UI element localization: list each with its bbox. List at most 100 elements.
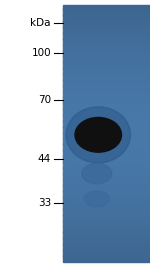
- Bar: [63, 21, 150, 22]
- Bar: [63, 54, 150, 55]
- Bar: [63, 63, 150, 64]
- Bar: [63, 227, 150, 228]
- Bar: [63, 196, 150, 197]
- Bar: [63, 88, 150, 89]
- Bar: [63, 9, 150, 10]
- Bar: [63, 130, 150, 131]
- Bar: [63, 78, 150, 79]
- Bar: [63, 96, 150, 98]
- Bar: [63, 48, 150, 49]
- Bar: [63, 47, 150, 48]
- Bar: [63, 10, 150, 11]
- Bar: [63, 154, 150, 155]
- Bar: [63, 173, 150, 175]
- Bar: [63, 42, 150, 43]
- Bar: [63, 107, 150, 108]
- Bar: [63, 170, 150, 171]
- Bar: [63, 160, 150, 161]
- Bar: [63, 7, 150, 8]
- Bar: [63, 231, 150, 233]
- Bar: [63, 238, 150, 239]
- Bar: [63, 226, 150, 227]
- Bar: [63, 223, 150, 224]
- Bar: [63, 105, 150, 106]
- Bar: [63, 132, 150, 133]
- Bar: [63, 24, 150, 25]
- Bar: [63, 231, 150, 232]
- Bar: [63, 142, 150, 143]
- Bar: [63, 176, 150, 177]
- Bar: [63, 123, 150, 124]
- Bar: [63, 209, 150, 210]
- Bar: [63, 225, 150, 226]
- Bar: [63, 222, 150, 223]
- Bar: [63, 14, 150, 15]
- Bar: [63, 134, 150, 135]
- Bar: [63, 85, 150, 86]
- Bar: [63, 241, 150, 242]
- Bar: [63, 188, 150, 189]
- Bar: [63, 145, 150, 146]
- Bar: [63, 95, 150, 96]
- Bar: [63, 60, 150, 61]
- Bar: [63, 258, 150, 259]
- Bar: [63, 212, 150, 213]
- Bar: [63, 251, 150, 252]
- Bar: [63, 172, 150, 173]
- Bar: [63, 49, 150, 50]
- Bar: [63, 38, 150, 40]
- Bar: [63, 203, 150, 205]
- Bar: [63, 18, 150, 19]
- Bar: [63, 45, 150, 46]
- Bar: [63, 197, 150, 198]
- Text: kDa: kDa: [30, 18, 51, 28]
- Bar: [63, 120, 150, 121]
- Bar: [63, 179, 150, 180]
- Bar: [63, 156, 150, 158]
- Bar: [63, 101, 150, 102]
- Bar: [63, 32, 150, 33]
- Bar: [63, 106, 150, 107]
- Bar: [63, 189, 150, 190]
- Bar: [63, 254, 150, 255]
- Bar: [63, 168, 150, 169]
- Bar: [63, 237, 150, 239]
- Bar: [63, 82, 150, 83]
- Bar: [63, 69, 150, 70]
- Bar: [63, 182, 150, 183]
- Bar: [63, 236, 150, 237]
- Bar: [63, 165, 150, 166]
- Bar: [63, 246, 150, 247]
- Text: 70: 70: [38, 95, 51, 105]
- Bar: [63, 260, 150, 261]
- Bar: [63, 147, 150, 148]
- Bar: [63, 112, 150, 113]
- Bar: [63, 133, 150, 134]
- Bar: [63, 59, 150, 60]
- Bar: [63, 140, 150, 141]
- Bar: [63, 53, 150, 54]
- Bar: [63, 214, 150, 215]
- Bar: [63, 160, 150, 162]
- Bar: [63, 193, 150, 194]
- Bar: [63, 91, 150, 92]
- Bar: [63, 159, 150, 160]
- Bar: [63, 228, 150, 229]
- Bar: [63, 244, 150, 245]
- Bar: [63, 178, 150, 179]
- Bar: [63, 209, 150, 210]
- Bar: [63, 84, 150, 85]
- Bar: [63, 250, 150, 252]
- Bar: [63, 220, 150, 222]
- Bar: [63, 254, 150, 256]
- Bar: [63, 79, 150, 81]
- Bar: [63, 56, 150, 57]
- Bar: [63, 125, 150, 126]
- Bar: [63, 144, 150, 146]
- Bar: [63, 151, 150, 152]
- Ellipse shape: [84, 191, 110, 207]
- Bar: [63, 218, 150, 219]
- Bar: [63, 207, 150, 208]
- Bar: [63, 138, 150, 139]
- Bar: [63, 204, 150, 205]
